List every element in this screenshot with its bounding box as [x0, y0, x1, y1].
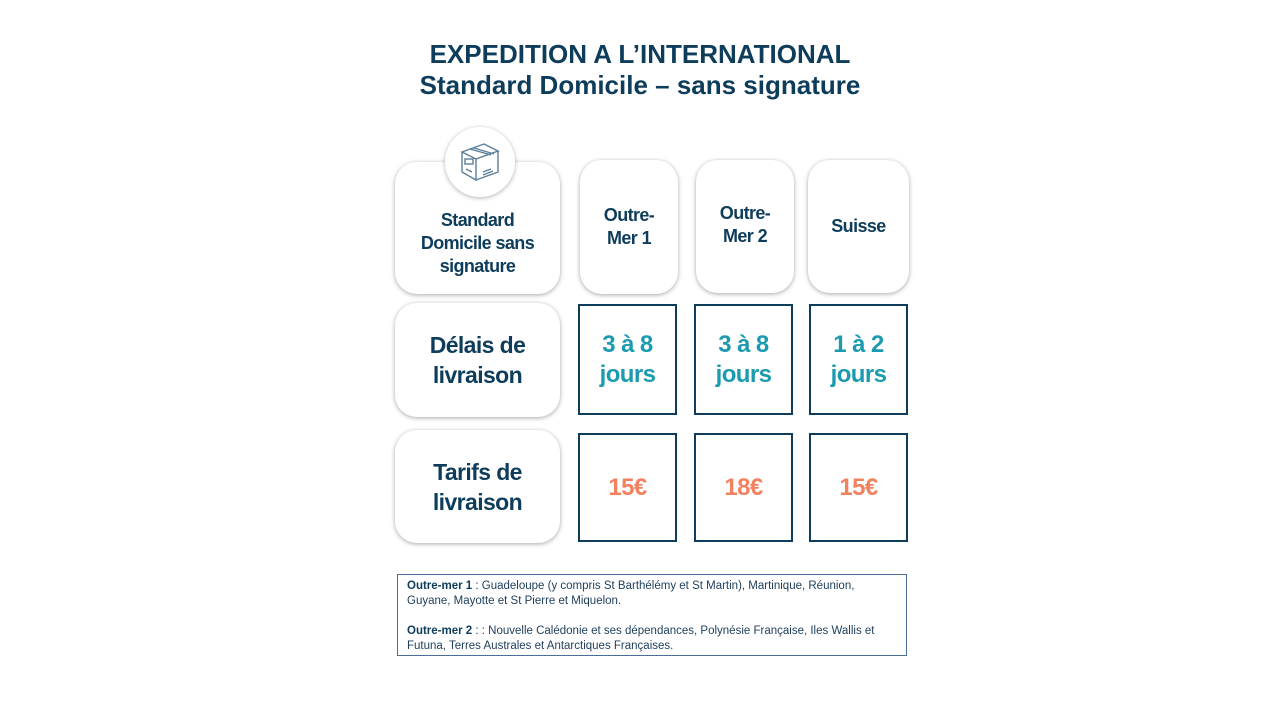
zone-header-suisse: Suisse [808, 160, 909, 293]
price-suisse: 15€ [809, 433, 908, 542]
delay-outre-mer-1: 3 à 8 jours [578, 304, 677, 415]
legend-item-outre-mer-1: Outre-mer 1 : Guadeloupe (y compris St B… [407, 580, 855, 607]
price-outre-mer-2: 18€ [694, 433, 793, 542]
page-subtitle: Standard Domicile – sans signature [419, 70, 861, 100]
zone-legend: Outre-mer 1 : Guadeloupe (y compris St B… [397, 574, 907, 656]
zone-header-outre-mer-1: Outre-Mer 1 [580, 160, 678, 294]
delay-outre-mer-2: 3 à 8 jours [694, 304, 793, 415]
service-label: Standard Domicile sans signature [420, 209, 535, 276]
zone-header-outre-mer-2: Outre-Mer 2 [696, 160, 794, 293]
package-box-icon [445, 127, 515, 197]
row-label-tarifs: Tarifs de livraison [395, 430, 560, 543]
legend-item-outre-mer-2: Outre-mer 2 : : Nouvelle Calédonie et se… [407, 625, 875, 652]
price-outre-mer-1: 15€ [578, 433, 677, 542]
delay-suisse: 1 à 2 jours [809, 304, 908, 415]
row-label-delais: Délais de livraison [395, 303, 560, 417]
page-title: EXPEDITION A L’INTERNATIONAL [429, 39, 851, 69]
